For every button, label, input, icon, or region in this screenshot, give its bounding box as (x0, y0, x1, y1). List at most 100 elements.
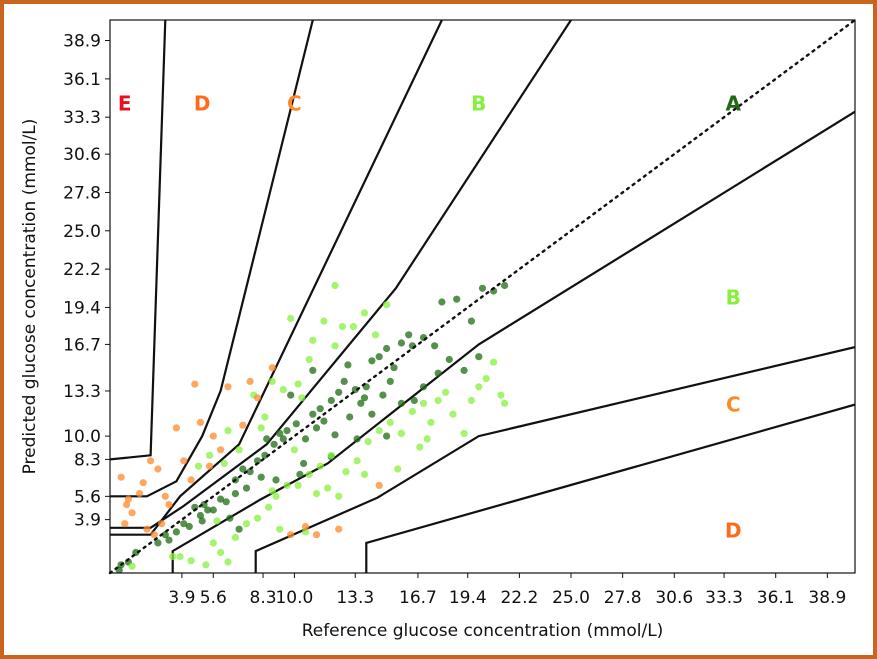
data-point-zone-a (287, 391, 295, 399)
data-point-zone-a (327, 396, 335, 405)
data-point-zone-b (283, 481, 291, 489)
x-tick-label: 16.7 (399, 588, 437, 608)
data-point-zone-b (320, 317, 328, 325)
data-point-zone-b (272, 492, 280, 500)
data-point-zone-b (224, 558, 232, 566)
y-tick-label: 8.3 (74, 450, 101, 470)
data-point-zone-c (139, 479, 147, 487)
data-point-zone-a (501, 281, 509, 290)
data-point-zone-a (204, 506, 212, 514)
data-point-zone-b (253, 514, 262, 522)
data-point-zone-c (154, 465, 162, 473)
x-tick-label: 19.4 (449, 588, 487, 608)
data-point-zone-b (383, 301, 391, 309)
data-point-zone-b (194, 462, 203, 470)
data-point-zone-b (360, 470, 369, 478)
data-point-zone-a (390, 364, 398, 372)
data-point-zone-a (246, 468, 254, 476)
data-point-zone-a (320, 417, 328, 425)
data-point-zone-b (501, 399, 509, 407)
data-point-zone-a (209, 506, 217, 514)
data-point-zone-b (316, 462, 324, 470)
data-point-zone-b (279, 386, 287, 394)
data-point-zone-c (158, 520, 166, 528)
data-point-zone-b (349, 323, 357, 331)
data-point-zone-b (312, 490, 321, 498)
y-tick-label: 5.6 (74, 487, 101, 507)
data-point-zone-a (279, 435, 287, 443)
data-point-zone-b (460, 429, 468, 437)
data-point-zone-a (478, 284, 487, 292)
data-point-zone-b (305, 355, 313, 364)
data-point-zone-b (327, 451, 335, 459)
data-point-zone-c (123, 501, 131, 509)
data-point-zone-a (309, 410, 317, 418)
x-tick-label: 33.3 (705, 588, 743, 608)
zone-label-c: C (287, 91, 302, 115)
x-tick-label: 36.1 (757, 588, 795, 608)
data-point-zone-c (268, 364, 276, 372)
data-point-zone-a (316, 405, 324, 413)
data-point-zone-b (397, 429, 405, 437)
data-point-zone-b (324, 484, 332, 492)
data-point-zone-a (405, 331, 413, 339)
data-point-zone-b (128, 562, 136, 570)
zone-labels: E D C B A B C D (118, 91, 742, 542)
data-point-zone-a (276, 429, 284, 437)
data-point-zone-c (217, 446, 225, 454)
data-point-zone-b (375, 427, 383, 435)
data-point-zone-a (235, 525, 243, 533)
data-point-zone-a (231, 490, 239, 498)
data-point-zone-a (242, 484, 251, 492)
data-point-zone-a (185, 522, 193, 531)
data-point-zone-b (364, 438, 372, 446)
data-point-zone-c (150, 531, 158, 539)
zone-boundary-line-6 (254, 346, 855, 573)
data-point-zone-b (202, 561, 210, 569)
data-point-zone-a (419, 383, 428, 391)
data-point-zone-b (213, 517, 221, 525)
data-point-zone-b (268, 377, 276, 385)
data-point-zone-c (143, 525, 151, 533)
data-point-zone-b (290, 446, 298, 454)
data-point-zone-c (301, 522, 310, 531)
data-point-zone-b (169, 553, 177, 561)
y-tick-label: 16.7 (63, 335, 101, 355)
data-point-zone-b (294, 380, 302, 388)
reference-line-group (108, 18, 857, 575)
data-point-zone-a (154, 539, 162, 547)
data-point-zone-b (360, 309, 369, 317)
data-point-zone-b (276, 525, 284, 533)
data-point-zone-a (375, 353, 383, 361)
data-point-zone-b (309, 336, 317, 344)
data-point-zone-c (312, 531, 321, 539)
plot-border (109, 19, 856, 574)
data-point-zone-a (253, 457, 262, 465)
data-point-zone-c (246, 377, 254, 385)
data-point-zone-b (235, 446, 243, 454)
data-point-zone-a (239, 465, 247, 473)
data-point-zone-a (180, 520, 188, 528)
data-point-zone-c (253, 394, 262, 402)
data-point-zone-b (220, 459, 228, 468)
data-point-zone-c (335, 525, 343, 533)
x-axis-label: Reference glucose concentration (mmol/L) (302, 621, 664, 641)
zone-label-d: D (194, 91, 211, 115)
data-point-zone-b (467, 396, 475, 405)
zone-label-b: B (726, 286, 741, 310)
y-tick-label: 25.0 (63, 222, 101, 242)
data-point-zone-b (434, 396, 442, 405)
data-point-zone-b (353, 457, 361, 465)
data-point-zone-b (338, 323, 346, 331)
x-tick-label: 13.3 (336, 588, 374, 608)
data-point-zone-a (340, 377, 348, 385)
x-tick-label: 3.9 (168, 588, 195, 608)
data-point-zone-a (386, 377, 394, 385)
x-tick-label: 27.8 (604, 588, 642, 608)
data-point-zone-a (410, 396, 418, 405)
data-point-zone-c (191, 380, 199, 388)
data-point-zone-b (386, 418, 394, 426)
data-point-zone-c (165, 501, 173, 509)
data-point-zone-a (198, 517, 206, 525)
zone-label-d: D (725, 518, 742, 542)
